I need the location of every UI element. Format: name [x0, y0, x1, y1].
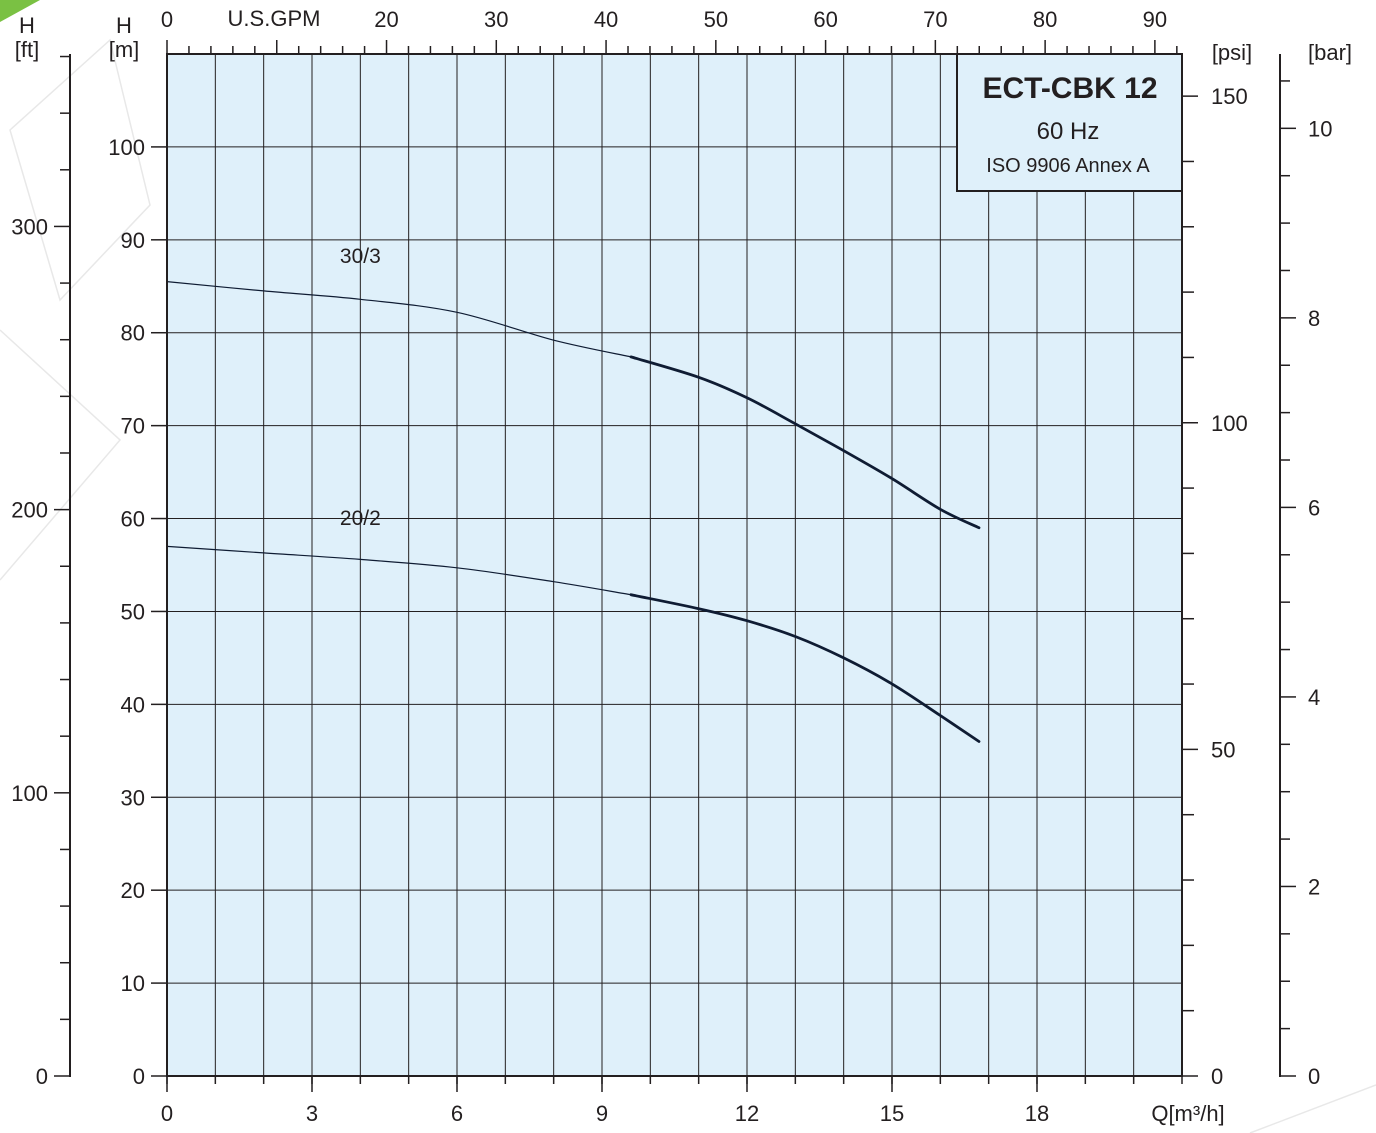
gpm-tick-label: 80 [1033, 7, 1057, 32]
chart-subtitle-frequency: 60 Hz [1037, 118, 1100, 145]
curve-line-thin [166, 281, 632, 358]
x-tick-label: 18 [1025, 1101, 1049, 1126]
watermark-hexagon-icon [0, 38, 151, 581]
series-label: 30/3 [340, 245, 381, 268]
series-label: 20/2 [340, 507, 381, 530]
y-psi-tick-label: 0 [1211, 1064, 1223, 1089]
y-m-axis-label: [m] [109, 37, 140, 62]
x-tick-label: 6 [451, 1101, 463, 1126]
y-m-axis-label: H [116, 13, 132, 38]
x-tick-label: 3 [306, 1101, 318, 1126]
y-m-tick-label: 30 [121, 785, 145, 810]
y-bar-tick-label: 10 [1308, 116, 1332, 141]
series-30-3: 30/3 [166, 245, 981, 530]
y-bar-axis-label: [bar] [1308, 40, 1352, 65]
series-20-2: 20/2 [166, 507, 981, 743]
y-m-tick-label: 50 [121, 599, 145, 624]
y-m-tick-label: 20 [121, 878, 145, 903]
gpm-tick-label: 70 [923, 7, 947, 32]
y-ft-axis-label: [ft] [15, 37, 39, 62]
y-m-tick-label: 60 [121, 507, 145, 532]
y-ft-tick-label: 0 [36, 1064, 48, 1089]
y-ft-tick-label: 100 [11, 781, 48, 806]
x-tick-label: 12 [735, 1101, 759, 1126]
chart-subtitle-standard: ISO 9906 Annex A [986, 155, 1150, 177]
plot-area [167, 54, 1182, 1076]
y-bar-tick-label: 4 [1308, 685, 1320, 710]
y-ft-axis-label: H [19, 13, 35, 38]
y-psi-tick-label: 100 [1211, 411, 1248, 436]
watermark-line-icon [1249, 1084, 1376, 1133]
y-psi-axis-label: [psi] [1212, 40, 1252, 65]
y-psi-tick-label: 150 [1211, 84, 1248, 109]
x-axis-label: Q[m³/h] [1151, 1101, 1224, 1126]
y-psi-tick-label: 50 [1211, 737, 1235, 762]
y-m-tick-label: 90 [121, 228, 145, 253]
curve-line-thin [166, 545, 632, 596]
gpm-tick-label: 20 [374, 7, 398, 32]
x-tick-label: 9 [596, 1101, 608, 1126]
gpm-tick-label: 60 [813, 7, 837, 32]
x-tick-label: 15 [880, 1101, 904, 1126]
gpm-axis-label: U.S.GPM [228, 6, 321, 31]
gpm-tick-label: 50 [704, 7, 728, 32]
y-bar-tick-label: 2 [1308, 874, 1320, 899]
y-m-tick-label: 100 [108, 135, 145, 160]
axes: 0 3 6 9 12 15 18 Q[m³/h]0 20 30 40 50 60 70 80 90U.S.GP… [11, 6, 1352, 1126]
y-bar-tick-label: 6 [1308, 495, 1320, 520]
series-layer: 30/3 20/2 [166, 245, 981, 743]
y-m-tick-label: 0 [133, 1064, 145, 1089]
gpm-tick-label: 30 [484, 7, 508, 32]
grid-lines [167, 54, 1182, 1076]
curve-line-operating [629, 593, 981, 743]
corner-accent-icon [0, 0, 40, 22]
y-m-tick-label: 80 [121, 321, 145, 346]
y-m-tick-label: 10 [121, 971, 145, 996]
gpm-tick-label: 90 [1143, 7, 1167, 32]
title-box-frame [956, 53, 1183, 192]
title-box: ECT-CBK 12 60 Hz ISO 9906 Annex A [956, 53, 1183, 192]
gpm-tick-label: 40 [594, 7, 618, 32]
y-bar-tick-label: 0 [1308, 1064, 1320, 1089]
y-bar-tick-label: 8 [1308, 306, 1320, 331]
y-m-tick-label: 70 [121, 414, 145, 439]
y-m-tick-label: 40 [121, 692, 145, 717]
x-tick-label: 0 [161, 1101, 173, 1126]
y-ft-tick-label: 200 [11, 498, 48, 523]
chart-title: ECT-CBK 12 [982, 72, 1157, 105]
gpm-tick-label: 0 [161, 7, 173, 32]
y-ft-tick-label: 300 [11, 214, 48, 239]
curve-line-operating [629, 355, 981, 530]
